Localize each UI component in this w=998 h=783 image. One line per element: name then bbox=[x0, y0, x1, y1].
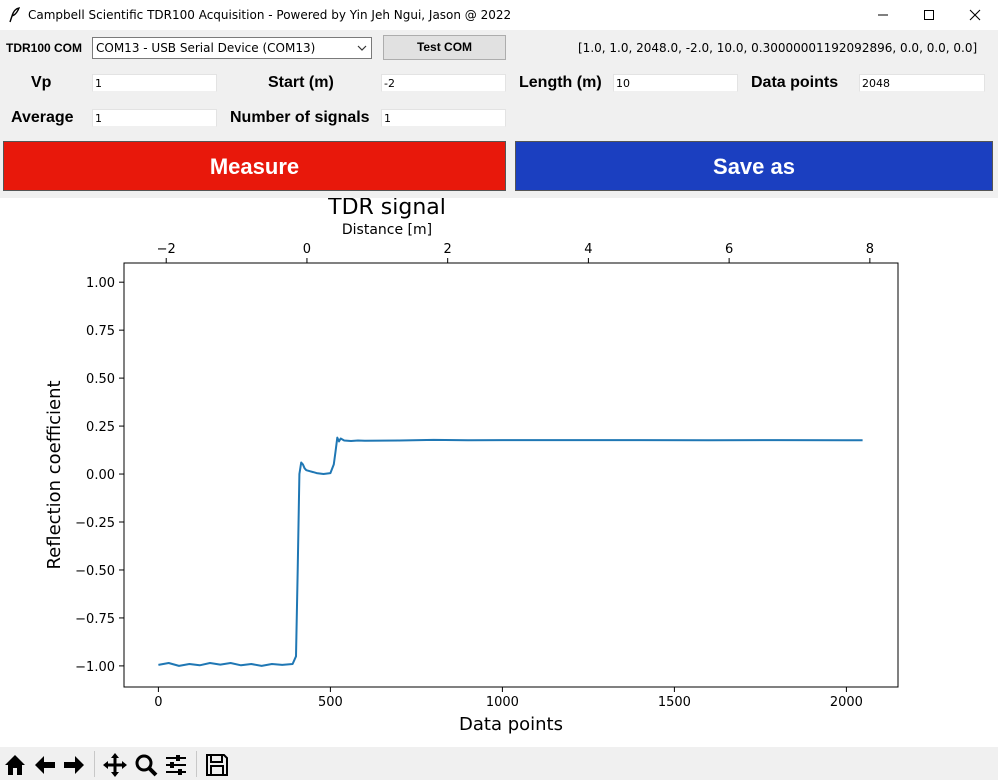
top-x-tick-label: 8 bbox=[866, 242, 874, 257]
y-tick-label: −0.75 bbox=[75, 612, 115, 627]
y-tick-label: 0.25 bbox=[86, 420, 115, 435]
forward-button[interactable] bbox=[61, 752, 87, 778]
top-x-tick-label: −2 bbox=[157, 242, 176, 257]
x-tick-label: 1500 bbox=[658, 695, 691, 710]
configure-icon bbox=[166, 755, 186, 775]
home-icon bbox=[5, 755, 25, 775]
top-x-tick-label: 4 bbox=[584, 242, 592, 257]
start-input[interactable]: -2 bbox=[381, 74, 506, 92]
com-port-value: COM13 - USB Serial Device (COM13) bbox=[96, 41, 316, 55]
y-tick-label: −1.00 bbox=[75, 660, 115, 675]
length-label: Length (m) bbox=[519, 74, 602, 91]
x-tick-label: 500 bbox=[318, 695, 343, 710]
x-tick-label: 1000 bbox=[486, 695, 519, 710]
top-x-tick-label: 2 bbox=[444, 242, 452, 257]
forward-icon bbox=[64, 756, 84, 774]
start-label: Start (m) bbox=[268, 74, 334, 91]
top-x-tick-label: 6 bbox=[725, 242, 733, 257]
average-input[interactable]: 1 bbox=[92, 109, 217, 127]
save-icon bbox=[206, 754, 228, 776]
axes-frame bbox=[123, 262, 899, 688]
series-line-0 bbox=[158, 436, 863, 667]
length-input[interactable]: 10 bbox=[613, 74, 738, 92]
close-icon bbox=[969, 9, 981, 21]
window-title: Campbell Scientific TDR100 Acquisition -… bbox=[28, 8, 512, 22]
back-icon bbox=[35, 756, 55, 774]
pan-icon bbox=[103, 753, 127, 777]
close-button[interactable] bbox=[952, 0, 998, 30]
toolbar-separator bbox=[94, 751, 95, 777]
y-tick-label: 0.00 bbox=[86, 468, 115, 483]
com-label: TDR100 COM bbox=[6, 41, 83, 55]
params-readout: [1.0, 1.0, 2048.0, -2.0, 10.0, 0.3000000… bbox=[578, 41, 978, 55]
zoom-button[interactable] bbox=[133, 752, 159, 778]
tdr-plot[interactable]: TDR signal Distance [m] 0 500 1000 1500 2000 −2… bbox=[0, 198, 998, 747]
y-axis-label: Reflection coefficient bbox=[44, 380, 65, 569]
maximize-button[interactable] bbox=[906, 0, 952, 30]
top-axis-label: Distance [m] bbox=[342, 222, 432, 238]
y-tick-label: 0.50 bbox=[86, 372, 115, 387]
plot-toolbar bbox=[0, 747, 998, 780]
feather-icon bbox=[9, 7, 20, 23]
y-tick-label: 1.00 bbox=[86, 276, 115, 291]
pan-button[interactable] bbox=[102, 752, 128, 778]
nsignals-label: Number of signals bbox=[230, 109, 370, 126]
x-axis-label: Data points bbox=[459, 714, 563, 735]
maximize-icon bbox=[924, 10, 934, 20]
save-as-button[interactable]: Save as bbox=[515, 141, 993, 191]
datapoints-input[interactable]: 2048 bbox=[859, 74, 985, 92]
y-tick-label: 0.75 bbox=[86, 324, 115, 339]
com-port-select[interactable]: COM13 - USB Serial Device (COM13) bbox=[92, 37, 372, 59]
nsignals-input[interactable]: 1 bbox=[381, 109, 506, 127]
chevron-down-icon bbox=[357, 45, 367, 51]
y-tick-label: −0.50 bbox=[75, 564, 115, 579]
chart-title: TDR signal bbox=[327, 198, 446, 220]
save-figure-button[interactable] bbox=[204, 752, 230, 778]
test-com-button[interactable]: Test COM bbox=[383, 35, 506, 60]
minimize-button[interactable] bbox=[860, 0, 906, 30]
title-bar: Campbell Scientific TDR100 Acquisition -… bbox=[0, 0, 998, 30]
measure-button[interactable]: Measure bbox=[3, 141, 506, 191]
configure-button[interactable] bbox=[163, 752, 189, 778]
toolbar-separator bbox=[196, 751, 197, 777]
minimize-icon bbox=[878, 14, 888, 16]
vp-label: Vp bbox=[31, 74, 52, 91]
vp-input[interactable]: 1 bbox=[92, 74, 217, 92]
y-tick-label: −0.25 bbox=[75, 516, 115, 531]
back-button[interactable] bbox=[32, 752, 58, 778]
datapoints-label: Data points bbox=[751, 74, 839, 91]
average-label: Average bbox=[11, 109, 74, 126]
top-x-tick-label: 0 bbox=[303, 242, 311, 257]
x-tick-label: 2000 bbox=[830, 695, 863, 710]
home-button[interactable] bbox=[2, 752, 28, 778]
zoom-icon bbox=[135, 754, 158, 777]
x-tick-label: 0 bbox=[154, 695, 162, 710]
